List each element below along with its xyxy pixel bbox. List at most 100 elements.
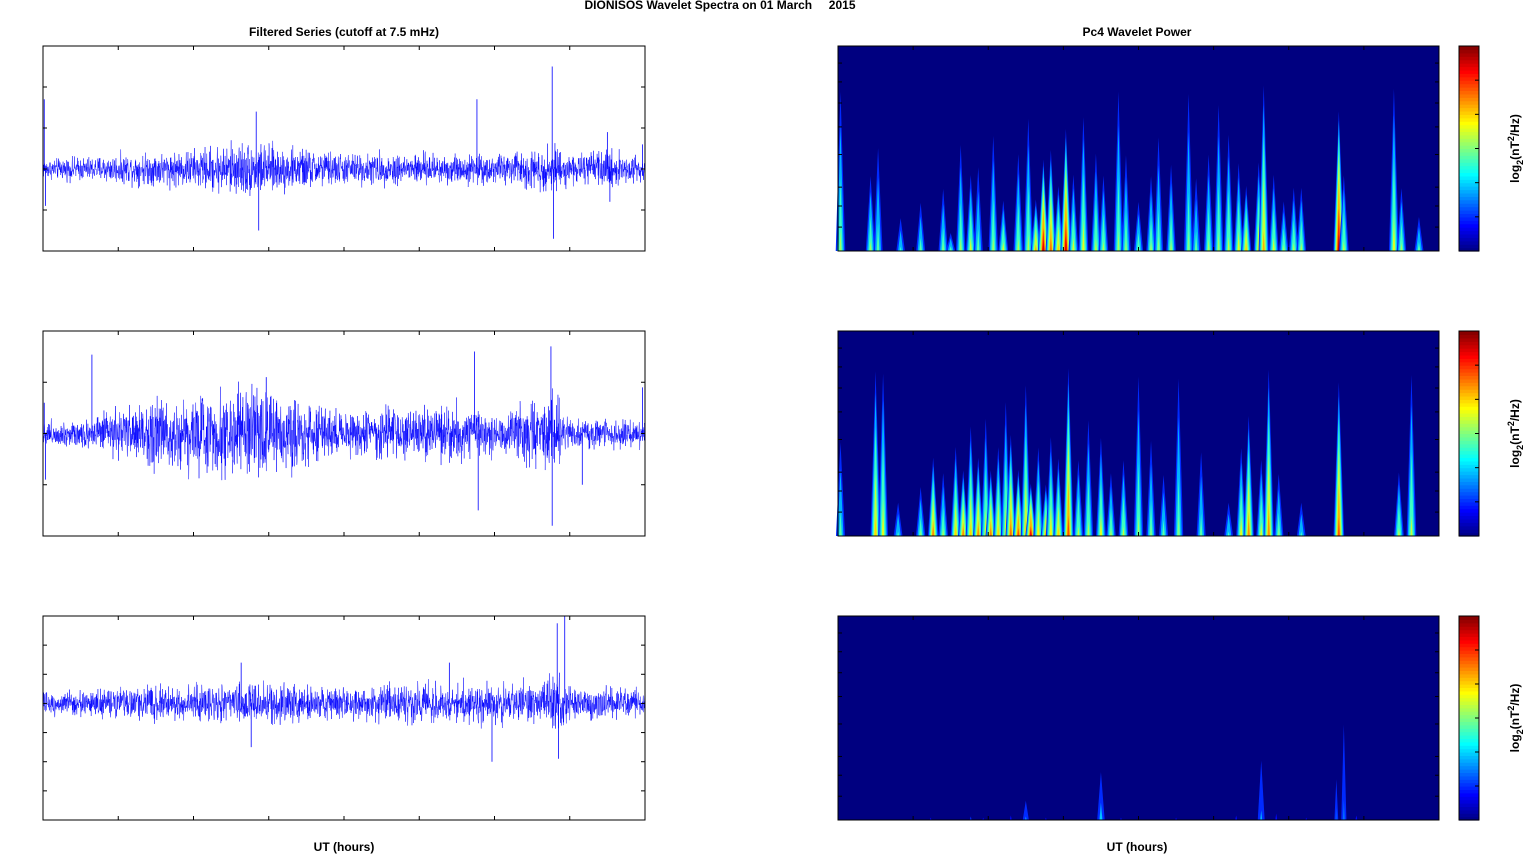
z-wavelet-power-band	[1044, 817, 1047, 820]
y-wavelet-colorbar-cell	[1459, 344, 1479, 349]
y-wavelet-colorbar-cell	[1459, 430, 1479, 435]
x-wavelet-colorbar-label: log2(nT2/Hz)	[1506, 114, 1525, 183]
y-wavelet-power-band	[839, 523, 842, 536]
colorbar-label-part: (nT	[1508, 426, 1522, 445]
y-wavelet-colorbar-cell	[1459, 395, 1479, 400]
y-wavelet-power-band	[1177, 515, 1180, 536]
x-wavelet-colorbar-cell	[1459, 63, 1479, 68]
x-wavelet-power-band	[1236, 200, 1242, 251]
x-wavelet-power-event	[1258, 85, 1269, 252]
z-wavelet-colorbar-cell	[1459, 796, 1479, 801]
y-wavelet-power-band	[1067, 515, 1070, 536]
z-wavelet-colorbar-cell	[1459, 704, 1479, 709]
z-wavelet-power-band	[982, 817, 985, 820]
x-wavelet-colorbar-cell	[1459, 110, 1479, 115]
x-wavelet-colorbar-cell	[1459, 179, 1479, 184]
x-wavelet-power-band	[969, 241, 972, 251]
colorbar-label-part: /Hz)	[1508, 399, 1522, 421]
x-wavelet-colorbar-cell	[1459, 141, 1479, 146]
x-wavelet-power-band	[1124, 210, 1128, 251]
y-wavelet-colorbar-cell	[1459, 354, 1479, 359]
y-wavelet-power-band	[960, 503, 966, 536]
z-wavelet-colorbar-cell	[1459, 667, 1479, 671]
x-wavelet-power-band	[939, 204, 947, 251]
x-wavelet-power-band	[1155, 165, 1162, 251]
y-wavelet-power-band	[1036, 508, 1040, 536]
y-wavelet-colorbar-cell	[1459, 382, 1479, 387]
y-wavelet-colorbar-cell	[1459, 450, 1479, 455]
x-wavelet-power-band	[1170, 239, 1173, 251]
y-wavelet-colorbar-cell	[1459, 331, 1479, 336]
x-wavelet-power-band	[991, 198, 996, 251]
y-wavelet-power-band	[1136, 463, 1141, 536]
x-wavelet-colorbar-cell	[1459, 114, 1479, 119]
y-wavelet-power-event	[1095, 437, 1106, 536]
y-wavelet-power-band	[1275, 489, 1282, 536]
y-wavelet-power-event	[950, 446, 961, 536]
y-wavelet-colorbar-cell	[1459, 460, 1479, 465]
x-wavelet-colorbar-cell	[1459, 213, 1479, 218]
y-wavelet-power-band	[989, 527, 992, 536]
x-wavelet-power-band	[1102, 241, 1105, 251]
y-wavelet-power-band	[1028, 512, 1033, 536]
x-wavelet-power-band	[1056, 226, 1061, 251]
x-wavelet-power-band	[949, 248, 952, 251]
y-wavelet-colorbar-cell	[1459, 423, 1479, 428]
z-wavelet-colorbar-cell	[1459, 694, 1479, 699]
colorbar-label-part: 2	[1515, 445, 1525, 450]
y-wavelet-power-event	[893, 502, 903, 536]
y-wavelet-power-band	[1017, 527, 1020, 536]
x-wavelet-power-event	[1166, 164, 1176, 251]
y-wavelet-colorbar-cell	[1459, 477, 1479, 482]
y-wavelet-power-band	[839, 510, 842, 536]
y-wavelet-colorbar-cell	[1459, 471, 1479, 476]
x-wavelet-power-band	[1299, 219, 1304, 251]
x-wavelet-power-band	[1291, 219, 1296, 251]
y-wavelet-colorbar-cell	[1459, 402, 1479, 407]
x-wavelet-power-band	[975, 191, 982, 251]
x-wavelet-power-band	[1101, 213, 1106, 251]
x-wavelet-power-band	[877, 237, 880, 251]
z-wavelet-colorbar-cell	[1459, 629, 1479, 634]
y-wavelet-power-band	[1397, 527, 1400, 536]
colorbar-label-part: 2	[1506, 706, 1516, 711]
y-wavelet-power-band	[1087, 521, 1090, 536]
z-wavelet-colorbar-cell	[1459, 687, 1479, 692]
y-wavelet-power-band	[1147, 464, 1155, 536]
x-wavelet-power-event	[896, 218, 905, 251]
colorbar-label-part: log	[1508, 450, 1522, 468]
z-wavelet-power-band	[1024, 816, 1027, 820]
x-wavelet-power-event	[1203, 154, 1214, 251]
y-wavelet-colorbar-cell	[1459, 337, 1479, 342]
x-wavelet-power-event	[1113, 91, 1124, 251]
x-wavelet-power-band	[1072, 241, 1075, 251]
y-wavelet-power-event	[1083, 420, 1094, 536]
y-wavelet-power-band	[997, 524, 1000, 536]
y-wavelet-power-band	[975, 497, 981, 536]
y-wavelet-power-band	[1098, 479, 1104, 536]
x-wavelet-power-band	[1042, 239, 1045, 251]
y-wavelet-power-band	[1300, 531, 1303, 536]
y-wavelet-power-band	[1410, 515, 1413, 536]
x-series-trace	[42, 140, 646, 196]
z-wavelet-colorbar-cell	[1459, 738, 1479, 743]
y-wavelet-colorbar-cell	[1459, 358, 1479, 363]
z-wavelet-colorbar-cell	[1459, 680, 1479, 685]
x-wavelet-power-band	[919, 244, 922, 251]
x-wavelet-power-band	[1216, 184, 1221, 251]
x-wavelet-power-band	[1017, 238, 1020, 251]
x-wavelet-power-band	[899, 246, 902, 251]
y-wavelet-power-event	[915, 487, 926, 536]
y-wavelet-colorbar-cell	[1459, 341, 1479, 346]
y-wavelet-power-band	[941, 507, 946, 536]
x-wavelet-power-band	[949, 246, 953, 251]
x-wavelet-colorbar-cell	[1459, 172, 1479, 177]
z-wavelet-colorbar-cell	[1459, 714, 1479, 719]
x-wavelet-colorbar-cell	[1459, 52, 1479, 57]
x-wavelet-power-event	[1268, 174, 1279, 251]
x-wavelet-power-band	[1391, 156, 1397, 251]
x-wavelet-power-band	[1027, 234, 1030, 251]
z-wavelet-colorbar-cell	[1459, 758, 1479, 763]
z-wavelet-colorbar-cell	[1459, 735, 1479, 739]
right-column-title: Pc4 Wavelet Power	[1083, 25, 1192, 39]
